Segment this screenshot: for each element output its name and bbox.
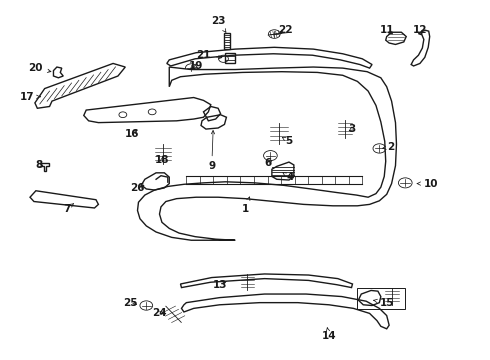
Text: 10: 10 <box>417 179 438 189</box>
Text: 1: 1 <box>242 197 250 214</box>
Text: 25: 25 <box>123 298 137 308</box>
Text: 15: 15 <box>374 298 394 308</box>
Text: 3: 3 <box>348 124 355 134</box>
Text: 18: 18 <box>155 155 169 165</box>
Text: 23: 23 <box>211 17 226 32</box>
Polygon shape <box>138 67 396 240</box>
Text: 4: 4 <box>283 172 294 182</box>
Text: 14: 14 <box>322 328 336 341</box>
Text: 2: 2 <box>383 142 394 152</box>
Text: 17: 17 <box>20 92 41 102</box>
Text: 7: 7 <box>63 204 74 214</box>
Text: 5: 5 <box>282 136 293 146</box>
Text: 24: 24 <box>152 309 167 318</box>
Text: 26: 26 <box>130 183 145 193</box>
Text: 22: 22 <box>278 25 293 35</box>
Text: 12: 12 <box>413 25 427 35</box>
Text: 9: 9 <box>208 131 215 171</box>
Text: 20: 20 <box>28 63 51 73</box>
Text: 8: 8 <box>35 160 43 170</box>
Text: 11: 11 <box>379 25 394 35</box>
Text: 21: 21 <box>196 50 222 60</box>
Text: 6: 6 <box>265 158 272 168</box>
Text: 19: 19 <box>189 61 203 71</box>
Text: 13: 13 <box>212 280 227 290</box>
Text: 16: 16 <box>124 129 139 139</box>
